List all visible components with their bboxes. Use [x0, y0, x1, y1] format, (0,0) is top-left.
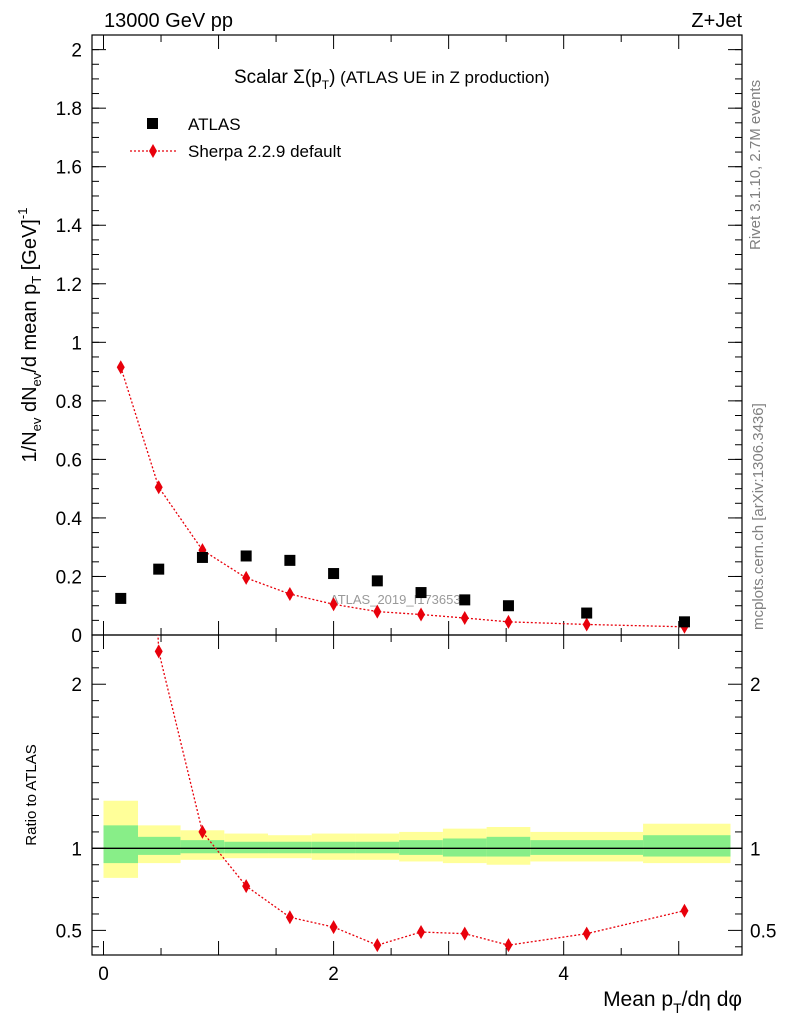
ratio-sherpa-point	[373, 938, 382, 953]
atlas-point	[371, 575, 383, 587]
ratio-sherpa-point	[198, 824, 207, 839]
x-axis-label: Mean pT/dη dφ	[603, 988, 742, 1016]
sherpa-point	[582, 617, 591, 632]
legend-atlas-label: ATLAS	[188, 115, 241, 134]
ratio-sherpa-point	[154, 644, 163, 659]
atlas-point	[415, 587, 427, 599]
main-ytick-label: 0.4	[56, 509, 83, 530]
main-ytick-label: 0.6	[56, 450, 82, 471]
main-ylabel: 1/Nev dNev/d mean pT [GeV]-1	[15, 208, 44, 463]
ratio-sherpa-point	[582, 926, 591, 941]
ratio-sherpa-point	[417, 925, 426, 940]
xtick-label: 4	[558, 964, 569, 985]
atlas-point	[678, 616, 690, 628]
ratio-sherpa-point	[329, 920, 338, 935]
title-sub: T	[322, 78, 330, 92]
ratio-ytick-label-right: 1	[750, 839, 761, 860]
band-green-bin	[399, 840, 443, 855]
main-ytick-label: 1.4	[56, 216, 83, 237]
ratio-ytick-label-right: 2	[750, 675, 761, 696]
main-ytick-label: 2	[71, 41, 82, 62]
band-green-bin	[103, 825, 139, 864]
rivet-info: Rivet 3.1.10, 2.7M events	[747, 80, 764, 250]
sherpa-point	[373, 604, 382, 619]
ratio-sherpa-line	[157, 635, 685, 946]
main-ytick-label: 1.8	[56, 99, 82, 120]
ratio-ylabel: Ratio to ATLAS	[23, 744, 40, 845]
main-ytick-label: 0.8	[56, 392, 82, 413]
legend-sherpa-label: Sherpa 2.2.9 default	[188, 142, 341, 161]
atlas-point	[459, 594, 471, 606]
band-green-bin	[138, 836, 181, 855]
ratio-ytick-label-left: 1	[71, 839, 82, 860]
atlas-point	[115, 592, 127, 604]
main-ytick-label: 1	[71, 333, 82, 354]
ratio-data-layer	[154, 635, 689, 953]
band-green-bin	[311, 841, 356, 854]
title-prefix: Scalar	[234, 67, 293, 88]
main-ytick-label: 1.6	[56, 158, 82, 179]
sherpa-point	[460, 611, 469, 626]
band-green-bin	[355, 841, 400, 854]
sherpa-point	[116, 360, 125, 375]
process-label: Z+Jet	[691, 10, 742, 32]
main-ytick-label: 1.2	[56, 275, 82, 296]
atlas-point	[581, 607, 593, 619]
ratio-ytick-label-left: 0.5	[56, 921, 82, 942]
band-green-bin	[224, 841, 269, 854]
analysis-watermark: ATLAS_2019_I1736531	[330, 592, 468, 607]
legend: ATLAS Sherpa 2.2.9 default	[130, 115, 341, 161]
band-green-bin	[180, 840, 225, 854]
sherpa-point	[417, 607, 426, 622]
atlas-point	[196, 551, 208, 563]
ratio-sherpa-point	[285, 910, 294, 925]
title-close: )	[329, 67, 335, 88]
title-sigma: Σ(p	[293, 67, 322, 88]
band-green-bin	[268, 841, 312, 854]
atlas-point	[502, 600, 514, 612]
title-suffix: (ATLAS UE in Z production)	[335, 68, 549, 87]
ratio-sherpa-point	[242, 879, 251, 894]
ratio-uncertainty-bands	[92, 800, 742, 878]
band-green-bin	[530, 840, 644, 855]
energy-label: 13000 GeV pp	[104, 10, 233, 32]
band-green-bin	[442, 838, 487, 857]
legend-atlas-marker	[147, 118, 158, 129]
mcplots-info: mcplots.cern.ch [arXiv:1306.3436]	[750, 403, 767, 630]
sherpa-point	[154, 480, 163, 495]
sherpa-point	[504, 614, 513, 629]
ratio-ytick-label-right: 0.5	[750, 921, 776, 942]
axes-ticks: 0 0.2 0.4 0.6 0.8 1 1.2 1.4 1.6 1.8 2 0 2 4 0.5 0.5 1 1 2 2	[56, 35, 776, 985]
main-ytick-label: 0.2	[56, 567, 82, 588]
legend-sherpa-marker	[149, 144, 157, 158]
atlas-point	[328, 568, 340, 580]
sherpa-point	[285, 587, 294, 602]
band-green-bin	[486, 836, 531, 857]
sherpa-line	[120, 366, 685, 628]
main-data-layer	[115, 360, 690, 634]
main-ytick-label: 0	[71, 626, 82, 647]
ratio-sherpa-point	[504, 938, 513, 953]
sherpa-point	[242, 570, 251, 585]
main-title: Scalar Σ(pT) (ATLAS UE in Z production)	[234, 67, 550, 92]
atlas-point	[153, 563, 165, 575]
sherpa-point	[329, 597, 338, 612]
band-green-bin	[643, 835, 731, 857]
ratio-panel-frame	[91, 634, 743, 956]
xtick-label: 2	[328, 964, 339, 985]
ratio-sherpa-point	[680, 903, 689, 918]
xtick-label: 0	[98, 964, 109, 985]
ratio-ytick-label-left: 2	[71, 675, 82, 696]
atlas-point	[284, 554, 296, 566]
atlas-point	[240, 550, 252, 562]
ratio-sherpa-point	[460, 926, 469, 941]
